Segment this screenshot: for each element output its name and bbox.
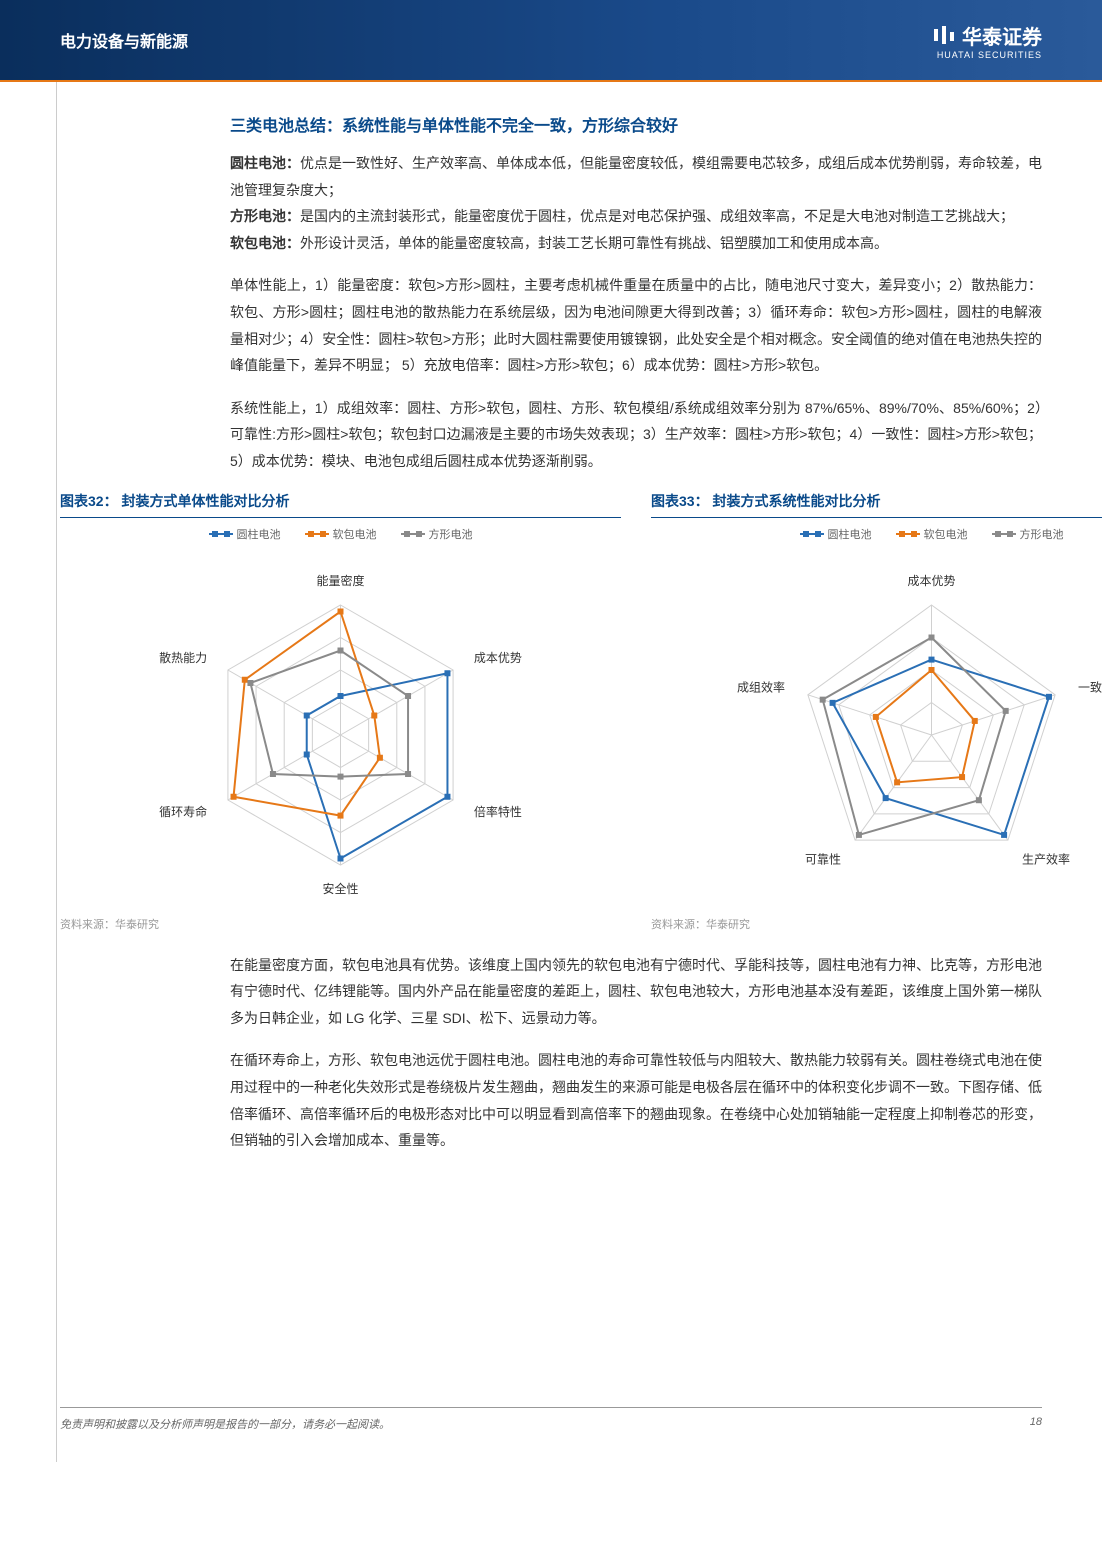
chart-32-title: 图表32： 封装方式单体性能对比分析 (60, 491, 621, 518)
svg-text:能量密度: 能量密度 (316, 573, 364, 588)
paragraph-5: 在循环寿命上，方形、软包电池远优于圆柱电池。圆柱电池的寿命可靠性较低与内阻较大、… (230, 1047, 1042, 1153)
svg-text:成组效率: 成组效率 (737, 679, 785, 694)
logo-icon (932, 23, 956, 47)
legend-item: 方形电池 (401, 526, 473, 542)
p1-text3: 外形设计灵活，单体的能量密度较高，封装工艺长期可靠性有挑战、铝塑膜加工和使用成本… (300, 235, 888, 251)
chart-33-legend: 圆柱电池 软包电池 方形电池 (651, 526, 1102, 542)
paragraph-4: 在能量密度方面，软包电池具有优势。该维度上国内领先的软包电池有宁德时代、孚能科技… (230, 952, 1042, 1032)
logo: 华泰证券 (932, 21, 1042, 50)
logo-subtitle: HUATAI SECURITIES (932, 50, 1042, 60)
svg-text:安全性: 安全性 (322, 881, 358, 896)
legend-item: 软包电池 (896, 526, 968, 542)
legend-label: 圆柱电池 (828, 526, 872, 542)
legend-swatch (800, 533, 824, 535)
chart-33-title: 图表33： 封装方式系统性能对比分析 (651, 491, 1102, 518)
footer-disclaimer: 免责声明和披露以及分析师声明是报告的一部分，请务必一起阅读。 (60, 1416, 390, 1432)
radar-chart-33: 成本优势一致性生产效率 可靠性 成组效率 (651, 550, 1102, 910)
legend-swatch (896, 533, 920, 535)
chart-32-source: 资料来源：华泰研究 (60, 916, 621, 932)
p1-text2: 是国内的主流封装形式，能量密度优于圆柱，优点是对电芯保护强、成组效率高，不足是大… (300, 208, 1014, 224)
chart-33-source: 资料来源：华泰研究 (651, 916, 1102, 932)
p1-label3: 软包电池： (230, 235, 300, 251)
legend-item: 方形电池 (992, 526, 1064, 542)
svg-text:散热能力: 散热能力 (159, 650, 207, 665)
left-margin-line (56, 82, 57, 1462)
svg-text:循环寿命: 循环寿命 (159, 804, 207, 819)
legend-swatch (401, 533, 425, 535)
svg-text:成本优势: 成本优势 (907, 574, 955, 588)
footer-page-number: 18 (1030, 1416, 1042, 1432)
svg-text:生产效率: 生产效率 (1022, 851, 1070, 866)
legend-label: 方形电池 (1020, 526, 1064, 542)
p1-text1: 优点是一致性好、生产效率高、单体成本低，但能量密度较低，模组需要电芯较多，成组后… (230, 155, 1042, 198)
header-title: 电力设备与新能源 (60, 28, 188, 52)
logo-text: 华泰证券 (962, 21, 1042, 50)
legend-swatch (992, 533, 1016, 535)
chart-33: 图表33： 封装方式系统性能对比分析 圆柱电池 软包电池 方形电池 成本优势一致… (651, 491, 1102, 932)
svg-text:一致性: 一致性 (1078, 680, 1102, 694)
radar-chart-32: 能量密度成本优势倍率特性安全性 循环寿命 散热能力 (60, 550, 621, 910)
paragraph-3: 系统性能上，1）成组效率：圆柱、方形>软包，圆柱、方形、软包模组/系统成组效率分… (230, 395, 1042, 475)
charts-row: 图表32： 封装方式单体性能对比分析 圆柱电池 软包电池 方形电池 能量密度成本… (60, 491, 1102, 932)
paragraph-2: 单体性能上，1）能量密度：软包>方形>圆柱，主要考虑机械件重量在质量中的占比，随… (230, 272, 1042, 378)
paragraph-1: 圆柱电池：优点是一致性好、生产效率高、单体成本低，但能量密度较低，模组需要电芯较… (230, 150, 1042, 256)
header-logo-block: 华泰证券 HUATAI SECURITIES (932, 21, 1042, 60)
legend-item: 圆柱电池 (800, 526, 872, 542)
p1-label2: 方形电池： (230, 208, 300, 224)
legend-swatch (305, 533, 329, 535)
legend-label: 软包电池 (333, 526, 377, 542)
page-footer: 免责声明和披露以及分析师声明是报告的一部分，请务必一起阅读。 18 (60, 1407, 1042, 1432)
legend-swatch (209, 533, 233, 535)
svg-text:可靠性: 可靠性 (805, 852, 841, 866)
page-content: 三类电池总结：系统性能与单体性能不完全一致，方形综合较好 圆柱电池：优点是一致性… (0, 82, 1102, 1462)
chart-32-legend: 圆柱电池 软包电池 方形电池 (60, 526, 621, 542)
legend-label: 软包电池 (924, 526, 968, 542)
chart-32: 图表32： 封装方式单体性能对比分析 圆柱电池 软包电池 方形电池 能量密度成本… (60, 491, 621, 932)
legend-label: 圆柱电池 (237, 526, 281, 542)
legend-item: 圆柱电池 (209, 526, 281, 542)
legend-label: 方形电池 (429, 526, 473, 542)
svg-text:倍率特性: 倍率特性 (474, 804, 522, 819)
p1-label1: 圆柱电池： (230, 155, 300, 171)
page-header: 电力设备与新能源 华泰证券 HUATAI SECURITIES (0, 0, 1102, 80)
svg-text:成本优势: 成本优势 (474, 651, 522, 665)
section-title: 三类电池总结：系统性能与单体性能不完全一致，方形综合较好 (230, 112, 1042, 136)
legend-item: 软包电池 (305, 526, 377, 542)
